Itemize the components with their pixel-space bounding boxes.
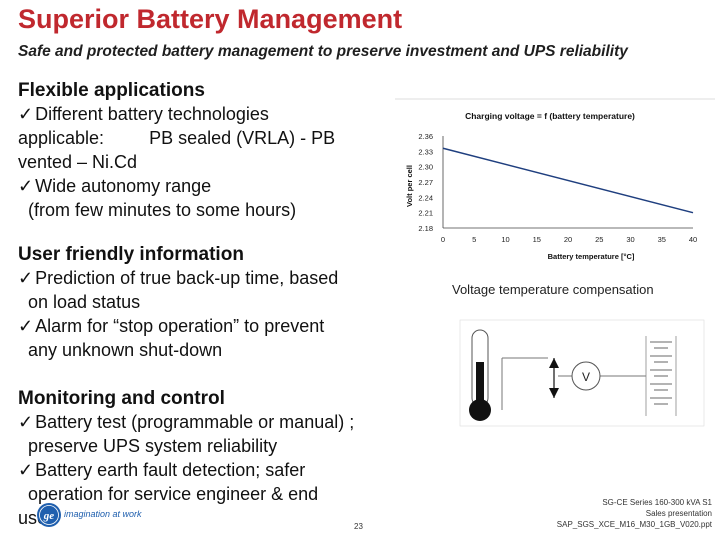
chart-marks bbox=[442, 147, 694, 214]
checkmark-icon: ✓ bbox=[18, 316, 34, 336]
chart-axes: 2.18 2.21 2.24 2.27 2.30 2.33 2.36 0 5 10 15 20 25 30… bbox=[418, 132, 697, 244]
footer-line-presentation: Sales presentation bbox=[645, 509, 712, 518]
checkmark-icon: ✓ bbox=[18, 412, 34, 432]
slide-title: Superior Battery Management bbox=[18, 4, 403, 34]
chart-ylabel: Volt per cell bbox=[405, 165, 414, 207]
logo-tagline: imagination at work bbox=[64, 509, 142, 519]
bullet-line: (from few minutes to some hours) bbox=[18, 198, 296, 222]
ge-logo-icon: ge bbox=[37, 503, 61, 527]
section-heading: Monitoring and control bbox=[18, 388, 225, 409]
bullet-text: Wide autonomy range bbox=[35, 176, 212, 196]
checkmark-icon: ✓ bbox=[18, 460, 34, 480]
checkmark-icon: ✓ bbox=[18, 268, 34, 288]
bullet-text: vented – Ni.Cd bbox=[18, 152, 138, 172]
charging-voltage-chart: Charging voltage = f (battery temperatur… bbox=[395, 98, 715, 268]
bullet-text: (from few minutes to some hours) bbox=[18, 200, 297, 220]
voltmeter-label: V bbox=[582, 370, 590, 384]
thermometer-icon bbox=[469, 329, 491, 421]
bullet-text: on load status bbox=[18, 292, 141, 312]
bullet-line: on load status bbox=[18, 290, 140, 314]
checkmark-icon: ✓ bbox=[18, 176, 34, 196]
bullet-text: Prediction of true back-up time, based bbox=[35, 268, 339, 288]
footer-line-series: SG-CE Series 160-300 kVA S1 bbox=[602, 498, 712, 507]
footer-line-file: SAP_SGS_XCE_M16_M30_1GB_V020.ppt bbox=[556, 520, 712, 529]
section-heading: User friendly information bbox=[18, 244, 244, 265]
bullet-text: applicable: PB sealed (VRLA) - PB bbox=[18, 128, 336, 148]
bullet-line: ✓ Alarm for “stop operation” to prevent bbox=[18, 314, 324, 338]
ge-logo-mark: ge bbox=[43, 510, 55, 522]
chart-x-tick-label: 20 bbox=[564, 235, 572, 244]
slide-subtitle: Safe and protected battery management to… bbox=[18, 43, 628, 60]
chart-x-tick-label: 5 bbox=[472, 235, 476, 244]
bullet-text: Different battery technologies bbox=[35, 104, 269, 124]
bullet-line: applicable: PB sealed (VRLA) - PB bbox=[18, 126, 335, 150]
bullet-line: any unknown shut-down bbox=[18, 338, 222, 362]
bullet-line: ✓ Different battery technologies bbox=[18, 102, 269, 126]
chart-x-tick-label: 30 bbox=[626, 235, 634, 244]
chart-y-tick-label: 2.24 bbox=[418, 193, 433, 202]
diagram-svg: V bbox=[459, 319, 705, 427]
bullet-text: preserve UPS system reliability bbox=[18, 436, 278, 456]
bullet-text: Alarm for “stop operation” to prevent bbox=[35, 316, 325, 336]
bullet-text: any unknown shut-down bbox=[18, 340, 223, 360]
bullet-line: ✓ Wide autonomy range bbox=[18, 174, 211, 198]
bullet-text: Battery earth fault detection; safer bbox=[35, 460, 306, 480]
chart-y-tick-label: 2.33 bbox=[418, 147, 433, 156]
bullet-line: ✓ Prediction of true back-up time, based bbox=[18, 266, 338, 290]
bullet-line: vented – Ni.Cd bbox=[18, 150, 137, 174]
chart-title: Charging voltage = f (battery temperatur… bbox=[465, 111, 635, 121]
chart-x-tick-label: 0 bbox=[441, 235, 445, 244]
chart-y-tick-label: 2.21 bbox=[418, 209, 433, 218]
battery-stack-icon bbox=[645, 336, 677, 416]
footer-info: SG-CE Series 160-300 kVA S1 Sales presen… bbox=[540, 497, 712, 530]
voltmeter-icon bbox=[571, 361, 601, 391]
page-number: 23 bbox=[354, 522, 363, 531]
bullet-line: operation for service engineer & end bbox=[18, 482, 318, 506]
compensation-diagram: V bbox=[458, 318, 708, 430]
bullet-text: operation for service engineer & end bbox=[18, 484, 319, 504]
chart-x-tick-label: 40 bbox=[689, 235, 697, 244]
bullet-line: ✓ Battery earth fault detection; safer bbox=[18, 458, 305, 482]
adjustable-arrow-icon bbox=[549, 358, 559, 398]
chart-y-tick-label: 2.27 bbox=[418, 178, 433, 187]
diagram-frame bbox=[459, 319, 705, 427]
bullet-line: preserve UPS system reliability bbox=[18, 434, 277, 458]
chart-x-tick-label: 35 bbox=[658, 235, 666, 244]
ge-logo: ge bbox=[36, 502, 62, 533]
chart-y-tick-label: 2.18 bbox=[418, 224, 433, 233]
bullet-line: ✓ Battery test (programmable or manual) ; bbox=[18, 410, 354, 434]
chart-series-line bbox=[442, 147, 694, 214]
chart-y-tick-label: 2.36 bbox=[418, 132, 433, 141]
checkmark-icon: ✓ bbox=[18, 104, 34, 124]
chart-y-tick-label: 2.30 bbox=[418, 163, 433, 172]
chart-xlabel: Battery temperature [°C] bbox=[548, 252, 635, 261]
chart-x-tick-label: 25 bbox=[595, 235, 603, 244]
chart-x-tick-label: 15 bbox=[533, 235, 541, 244]
chart-x-tick-label: 10 bbox=[501, 235, 509, 244]
chart-svg: Charging voltage = f (battery temperatur… bbox=[395, 98, 715, 261]
bullet-text: Battery test (programmable or manual) ; bbox=[35, 412, 355, 432]
section-heading: Flexible applications bbox=[18, 80, 205, 101]
chart-caption: Voltage temperature compensation bbox=[452, 282, 654, 297]
